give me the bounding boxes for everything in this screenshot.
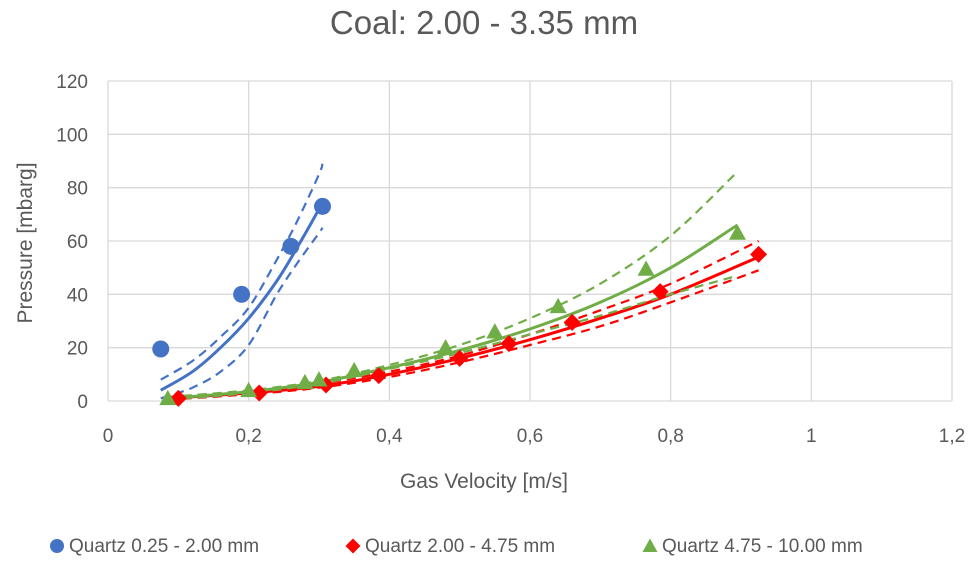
y-tick-label: 0: [77, 392, 88, 413]
tick-labels: 0 20 40 60 80 100 120 0 0,2 0,4 0,6 0,8 1 1,2: [56, 72, 965, 447]
series-2-point: [651, 283, 669, 301]
series-3-point: [637, 260, 655, 276]
series-3-upper-bound-line: [167, 170, 739, 399]
series-3-point: [240, 381, 258, 398]
series-3-point: [296, 373, 314, 390]
x-tick-label: 0,2: [235, 426, 261, 447]
legend-entry-label: Quartz 0.25 - 2.00 mm: [69, 536, 259, 557]
series-2-upper-bound-line: [167, 240, 760, 399]
series-2-point: [750, 245, 768, 263]
series-1-point: [233, 285, 251, 303]
grid: [107, 80, 953, 402]
legend-marker: [642, 538, 658, 552]
series-1-point: [282, 237, 300, 255]
y-tick-label: 80: [67, 179, 88, 200]
legend: Quartz 0.25 - 2.00 mm Quartz 2.00 - 4.75 …: [50, 536, 863, 557]
series-3-point: [159, 389, 177, 406]
chart-title: Coal: 2.00 - 3.35 mm: [330, 4, 638, 41]
y-tick-label: 100: [56, 125, 88, 146]
series-3-point: [549, 297, 567, 314]
series-2-point: [451, 349, 469, 367]
series-3-point: [345, 361, 363, 378]
y-tick-label: 40: [67, 285, 88, 306]
data-markers: [152, 197, 768, 407]
x-axis-title: Gas Velocity [m/s]: [400, 470, 568, 493]
x-tick-label: 0,6: [517, 426, 543, 447]
series-2-fit-line: [167, 255, 760, 400]
x-tick-label: 1: [806, 426, 817, 447]
x-tick-label: 0,8: [657, 426, 683, 447]
series-3-point: [486, 323, 504, 339]
series-1-lower-bound-line: [160, 227, 324, 400]
series-3-point: [310, 371, 328, 387]
series-2-point: [250, 384, 268, 402]
series-3-point: [728, 224, 746, 240]
series-1-point: [314, 197, 332, 215]
series-2-lower-bound-line: [167, 269, 759, 401]
y-axis-title: Pressure [mbarg]: [14, 162, 37, 323]
series-3-point: [437, 339, 455, 355]
series-1-point: [152, 340, 170, 358]
series-2-point: [500, 335, 518, 353]
series-2-point: [563, 313, 581, 331]
y-tick-label: 20: [67, 339, 88, 360]
series-2-point: [370, 367, 388, 385]
y-tick-label: 120: [56, 72, 88, 93]
y-tick-label: 60: [67, 232, 88, 253]
legend-entry-label: Quartz 2.00 - 4.75 mm: [365, 536, 555, 557]
series-1-upper-bound-line: [160, 163, 324, 381]
legend-entry-label: Quartz 4.75 - 10.00 mm: [662, 536, 863, 557]
x-tick-label: 0: [103, 426, 114, 447]
legend-marker: [345, 538, 361, 554]
x-tick-label: 0,4: [376, 426, 403, 447]
legend-marker: [50, 539, 64, 553]
x-tick-label: 1,2: [939, 426, 965, 447]
